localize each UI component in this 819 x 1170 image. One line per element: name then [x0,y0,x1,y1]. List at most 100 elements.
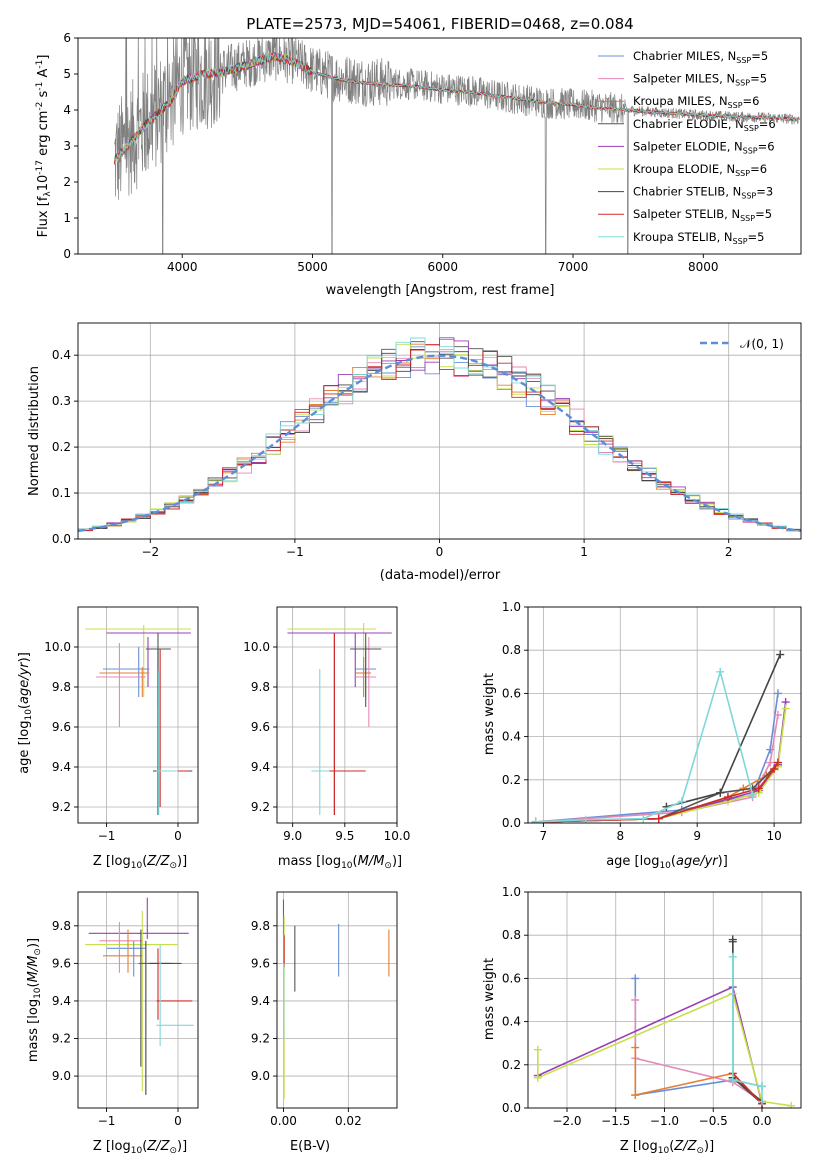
residual-histogram [78,337,801,531]
y-tick-label: 9.2 [251,800,270,814]
y-tick-label: 0.4 [502,730,521,744]
legend-label: Chabrier STELIB, NSSP=3 [633,185,773,201]
weight-point-marker [716,788,725,797]
x-tick-label: 4000 [167,260,198,274]
residual-ylabel: Normed distribution [27,366,42,496]
y-tick-label: 9.8 [251,680,270,694]
y-tick-label: 9.4 [52,994,71,1008]
x-tick-label: 0 [174,1114,182,1128]
legend-val: =6 [750,162,767,176]
p4-data [287,623,392,815]
weight-point-marker [758,1097,766,1106]
model-spectrum-line [114,53,800,163]
y-tick-label: 1.0 [502,600,521,614]
weight-point-marker [533,1045,542,1054]
y-tick-label: 0.0 [502,1101,521,1115]
p5-frame [527,606,802,824]
x-tick-label: 7 [540,829,548,843]
y-tick-label: 0.6 [502,686,521,700]
x-tick-label: 10.0 [384,829,411,843]
y-tick-label: 9.6 [251,720,270,734]
y-tick-label: 9.4 [251,994,270,1008]
p6-frame [77,891,199,1109]
weight-point-marker [631,996,640,1004]
mass-vs-Z-xlabel: Z [log10(Z/Z⊙)] [93,1139,187,1156]
y-tick-label: 9.2 [251,1032,270,1046]
x-tick-label: −1 [98,829,116,843]
x-tick-label: 0.02 [335,1114,362,1128]
x-tick-label: −1.5 [601,1114,630,1128]
legend-name: Salpeter MILES, N [633,72,735,86]
p6-ticks: −1 0 9.0 9.2 9.4 9.6 9.8 [52,919,182,1128]
figure-title: PLATE=2573, MJD=54061, FIBERID=0468, z=0… [246,15,633,33]
x-tick-label: −1 [98,1114,116,1128]
x-tick-label: 8 [616,829,624,843]
weight-point-marker [728,1075,737,1084]
legend-val: =6 [759,117,776,131]
weight-point-marker [781,704,790,713]
legend-sub: SSP [741,192,756,201]
weight-point-marker [531,817,540,823]
y-tick-label: 10.0 [243,640,270,654]
p6-data [85,897,194,1095]
y-tick-label: 0.0 [502,816,521,830]
x-tick-label: 7000 [558,260,589,274]
p3-data [85,625,193,815]
weight-point-marker [728,935,737,944]
y-tick-label: 10.0 [44,640,71,654]
p8-ticks: −2.0 −1.5 −1.0 −0.5 0.0 0.0 0.2 0.4 0.6 0.8 1.0 [502,885,772,1128]
y-tick-label: 9.8 [251,919,270,933]
weight-point-marker [754,784,763,793]
y-tick-label: 9.6 [52,956,71,970]
legend-val: =3 [756,185,773,199]
p7-frame [276,891,398,1109]
weight-point-marker [748,790,757,799]
x-tick-label: 5000 [297,260,328,274]
weight-point-marker [631,1091,640,1100]
legend-label: Kroupa MILES, NSSP=6 [633,94,759,110]
legend-sub: SSP [736,56,751,65]
weight-vs-age-xlabel: age [log10(age/yr)] [606,854,728,871]
weight-point-marker [770,765,779,773]
x-tick-label: −2 [141,545,159,559]
legend-val: =6 [743,94,760,108]
y-tick-label: 9.2 [52,800,71,814]
legend-sub: SSP [728,101,743,110]
y-tick-label: 4 [63,103,71,117]
y-tick-label: 0.2 [502,773,521,787]
weight-point-marker [581,815,590,823]
p3-ticks: −1 0 9.2 9.4 9.6 9.8 10.0 [44,640,182,843]
y-tick-label: 9.0 [251,1069,270,1083]
weight-vs-age-panel: age [log10(age/yr)] mass weight 7 8 9 10 0.0… [482,600,802,871]
p7-ticks: 0.00 0.02 9.0 9.2 9.4 9.6 9.8 [251,919,362,1128]
x-tick-label: 2 [725,545,733,559]
x-tick-label: −1 [286,545,304,559]
legend-val: =5 [748,230,765,244]
y-tick-label: 3 [63,139,71,153]
y-tick-label: 9.4 [251,760,270,774]
weight-point-marker [677,797,686,806]
weight-point-marker [723,793,732,802]
legend-val: =6 [758,139,775,153]
legend-name: Kroupa ELODIE, N [633,162,735,176]
y-tick-label: 0.8 [502,643,521,657]
legend-sub: SSP [744,124,759,133]
weight-point-marker [773,711,782,719]
age-vs-mass-panel: mass [log10(M/M⊙)] 9.0 9.5 10.09.29.49.69.… [243,606,410,871]
legend-label: Salpeter MILES, NSSP=5 [633,72,767,88]
spectrum-ylabel: Flux [fλ10-17 erg cm-2 s-1 A-1] [35,55,53,238]
p2-data [78,337,801,533]
age-vs-Z-panel: Z [log10(Z/Z⊙)] age [log10(age/yr)] −1 0 9… [17,606,199,871]
y-tick-label: 9.6 [52,720,71,734]
p2-ticks: −2 −1 0 1 2 0.0 0.1 0.2 0.3 0.4 [52,348,733,559]
y-tick-label: 0.0 [52,532,71,546]
x-tick-label: 10 [766,829,781,843]
y-tick-label: 0.6 [502,971,521,985]
p4-ticks: 9.0 9.5 10.0 9.2 9.4 9.6 9.8 10.0 [243,640,410,843]
weight-point-marker [728,952,737,961]
weight-vs-Z-panel: Z [log10(Z/Z⊙)] mass weight −2.0 −1.5 −1.0… [482,885,802,1156]
age-vs-mass-xlabel: mass [log10(M/M⊙)] [278,854,402,871]
legend-name: Kroupa MILES, N [633,94,728,108]
